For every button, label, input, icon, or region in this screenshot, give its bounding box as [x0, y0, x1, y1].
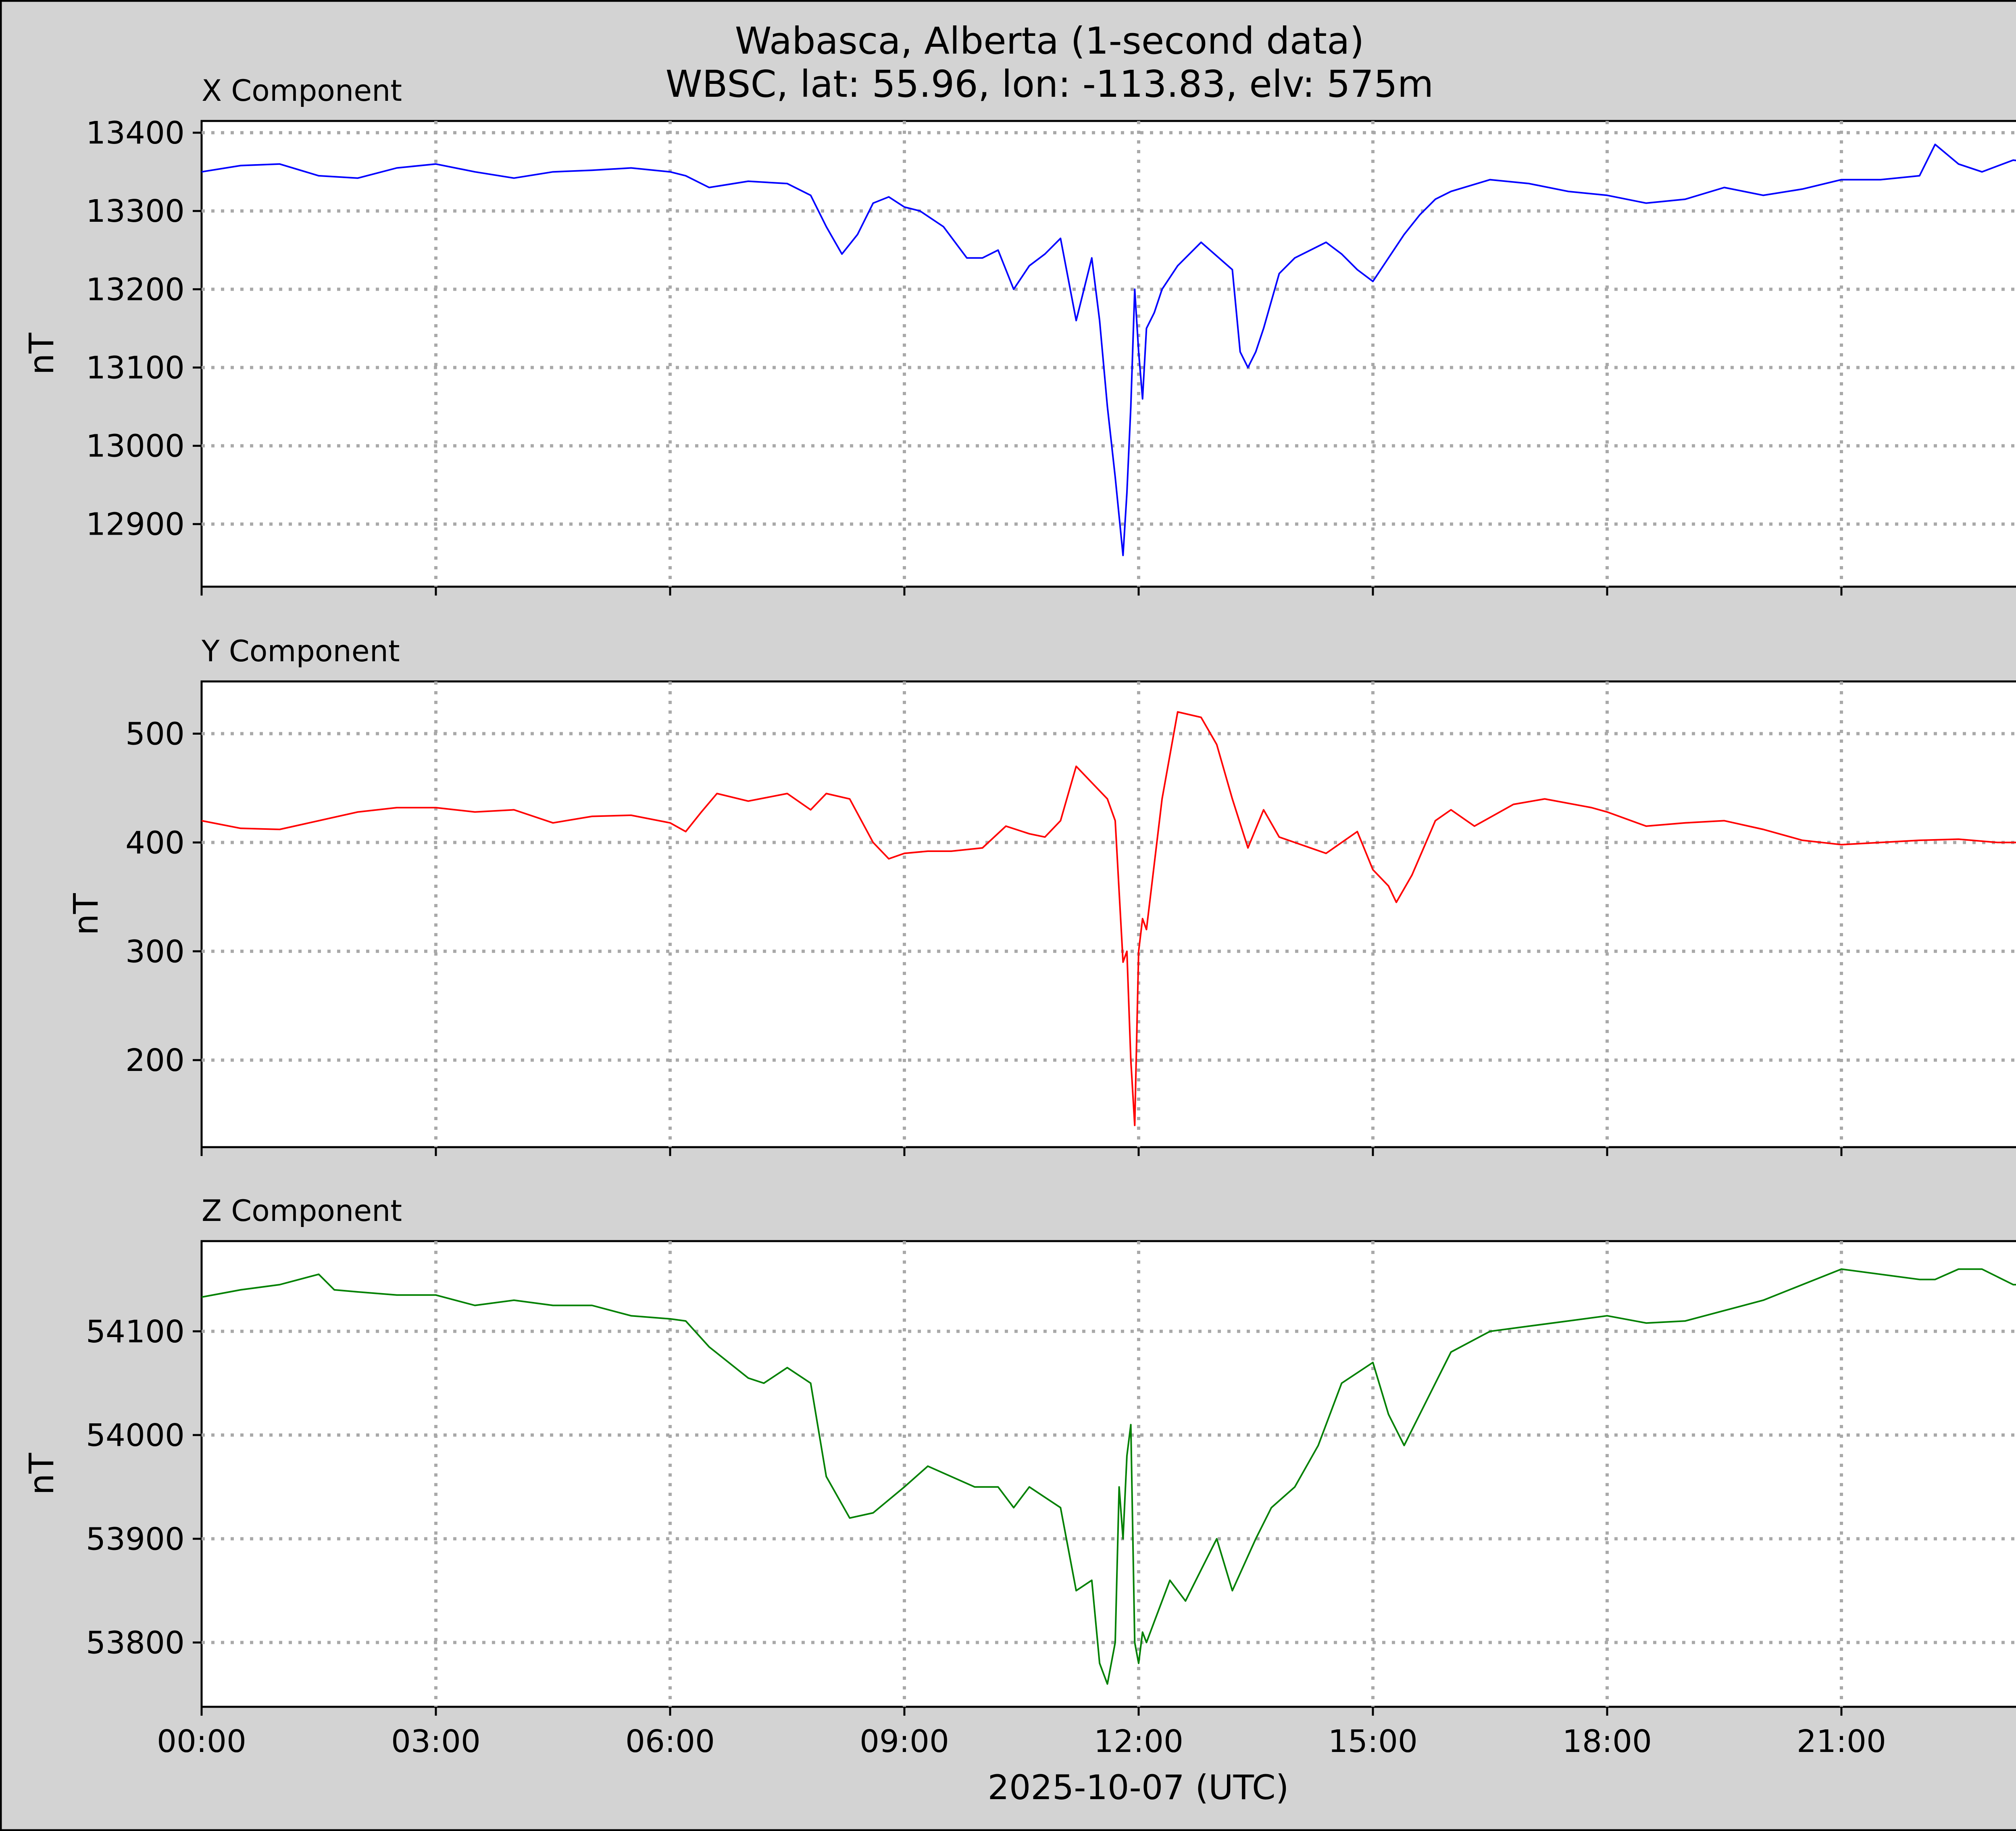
z-component-y-tick-label: 54100	[86, 1314, 185, 1350]
z-component-series-line	[201, 1268, 2016, 1685]
chart-title: Wabasca, Alberta (1-second data)	[735, 19, 1364, 62]
y-component-panel-title: Y Component	[201, 634, 400, 669]
x-component-panel-title: X Component	[202, 74, 402, 108]
y-component-y-axis-label: nT	[66, 893, 106, 935]
z-component-y-tick-label: 54000	[86, 1418, 185, 1454]
x-tick-label: 18:00	[1562, 1724, 1652, 1760]
x-component-y-tick-label: 13200	[86, 272, 185, 308]
x-tick-label: 03:00	[391, 1724, 481, 1760]
y-component-y-tick-label: 400	[125, 825, 185, 861]
x-component-series-line	[201, 144, 2016, 556]
x-tick-label: 15:00	[1328, 1724, 1418, 1760]
x-component-y-tick-label: 13100	[86, 350, 185, 386]
x-axis-label: 2025-10-07 (UTC)	[988, 1768, 1289, 1807]
x-tick-label: 12:00	[1094, 1724, 1183, 1760]
x-component-y-tick-label: 13000	[86, 429, 185, 465]
panels-group: 12900 13000 13100 13200 13300 13400 X Componen…	[22, 74, 2016, 1760]
y-component-y-tick-label: 300	[125, 934, 185, 970]
z-component-panel-title: Z Component	[202, 1194, 402, 1228]
x-component-plot-area	[200, 120, 2016, 588]
y-component-panel: 200 300 400 500 Y Component nT	[66, 634, 2016, 1156]
x-tick-label: 21:00	[1797, 1724, 1886, 1760]
z-component-plot-area	[200, 1240, 2016, 1708]
x-component-y-tick-label: 13300	[86, 194, 185, 229]
z-component-y-tick-label: 53800	[86, 1625, 185, 1661]
y-component-series-line	[201, 711, 2016, 1126]
x-component-panel: 12900 13000 13100 13200 13300 13400 X Componen…	[22, 74, 2016, 596]
x-component-y-tick-label: 12900	[86, 507, 185, 543]
x-component-y-tick-label: 13400	[86, 115, 185, 151]
z-component-panel: 53800 53900 54000 54100 Z Component nT 00:00 03…	[22, 1194, 2016, 1760]
x-tick-label: 09:00	[860, 1724, 949, 1760]
y-component-y-tick-label: 500	[125, 717, 185, 752]
y-component-y-tick-label: 200	[125, 1043, 185, 1079]
y-component-plot-area	[200, 680, 2016, 1148]
z-component-y-tick-label: 53900	[86, 1521, 185, 1557]
x-component-y-axis-label: nT	[22, 333, 61, 375]
z-component-y-axis-label: nT	[22, 1453, 61, 1495]
chart-subtitle: WBSC, lat: 55.96, lon: -113.83, elv: 575…	[666, 62, 1434, 106]
x-tick-label: 06:00	[625, 1724, 715, 1760]
x-tick-label: 00:00	[157, 1724, 246, 1760]
